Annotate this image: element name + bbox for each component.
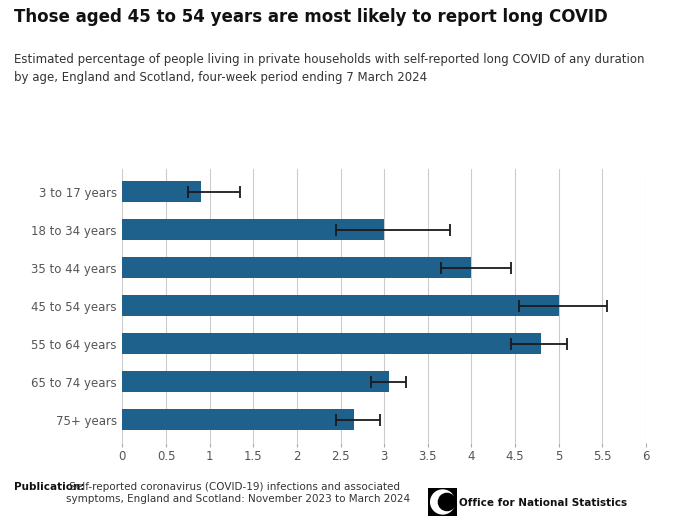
Text: Self-reported coronavirus (COVID-19) infections and associated
symptoms, England: Self-reported coronavirus (COVID-19) inf… — [66, 482, 410, 504]
Text: Office for National Statistics: Office for National Statistics — [459, 498, 627, 508]
Bar — [122, 333, 541, 354]
Bar — [122, 295, 559, 316]
Bar — [122, 409, 354, 430]
Bar — [122, 219, 384, 240]
Bar — [122, 181, 201, 202]
Bar — [122, 257, 471, 278]
Bar — [122, 371, 388, 392]
Circle shape — [439, 493, 456, 511]
Text: Estimated percentage of people living in private households with self-reported l: Estimated percentage of people living in… — [14, 53, 644, 84]
Text: Those aged 45 to 54 years are most likely to report long COVID: Those aged 45 to 54 years are most likel… — [14, 8, 607, 26]
Text: Publication:: Publication: — [14, 482, 84, 492]
Circle shape — [430, 490, 455, 514]
